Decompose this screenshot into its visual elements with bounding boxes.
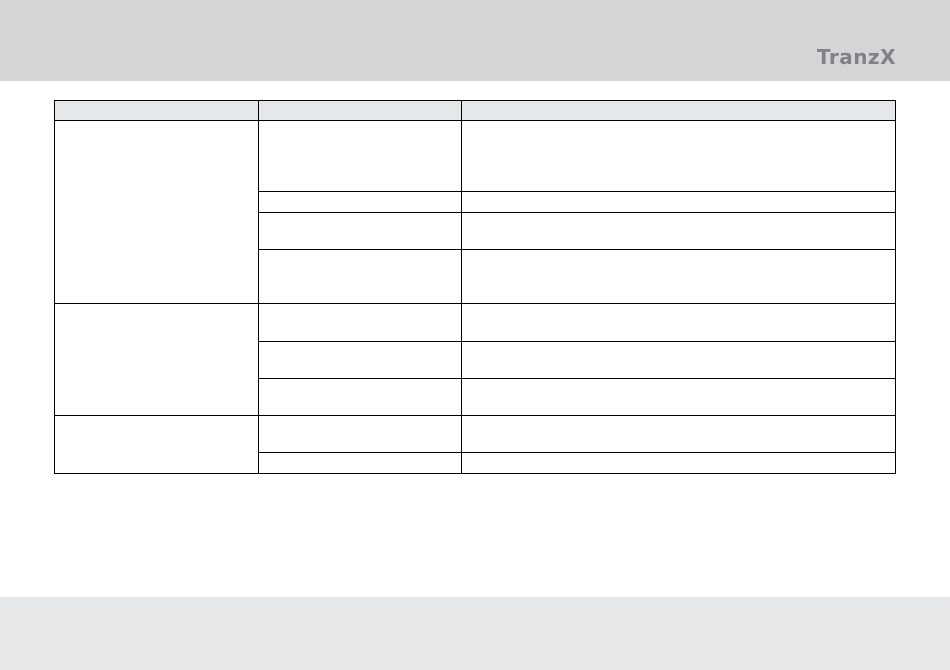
header-cell: [258, 100, 462, 121]
table-cell: [461, 452, 896, 474]
table-cell: [258, 212, 462, 250]
table-cell: [258, 452, 462, 474]
table-cell: [258, 191, 462, 213]
table-cell: [461, 341, 896, 379]
table-cell: [258, 120, 462, 192]
footer-band: [0, 597, 950, 670]
table-cell: [258, 303, 462, 342]
table-cell: [461, 415, 896, 453]
header-cell: [54, 100, 259, 121]
table-cell: [461, 378, 896, 416]
table-cell: [258, 341, 462, 379]
group-cell: [54, 120, 259, 304]
table-cell: [258, 249, 462, 304]
table-cell: [461, 303, 896, 342]
table-cell: [461, 191, 896, 213]
header-cell: [461, 100, 896, 121]
table-cell: [461, 249, 896, 304]
group-cell: [54, 303, 259, 416]
table-cell: [258, 378, 462, 416]
group-cell: [54, 415, 259, 474]
table-cell: [461, 120, 896, 192]
table-cell: [258, 415, 462, 453]
tranzx-logo: TranzX: [816, 45, 896, 69]
table-cell: [461, 212, 896, 250]
header-band: TranzX: [0, 0, 950, 81]
